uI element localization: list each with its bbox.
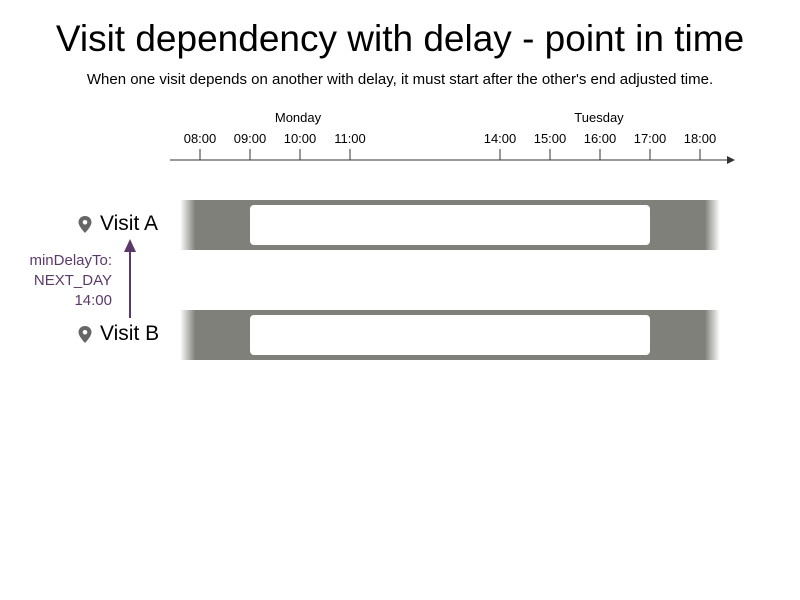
tick-label-0800: 08:00 xyxy=(184,131,217,146)
tick-label-1400: 14:00 xyxy=(484,131,517,146)
time-axis-arrowhead xyxy=(727,156,735,164)
tick-label-1100: 11:00 xyxy=(334,131,366,146)
tick-label-1700: 17:00 xyxy=(634,131,667,146)
dependency-label-line: minDelayTo: xyxy=(29,252,112,269)
page-title: Visit dependency with delay - point in t… xyxy=(55,18,745,59)
visit-a-label: Visit A xyxy=(100,212,158,235)
tick-marks xyxy=(199,149,701,160)
dependency-label: minDelayTo: NEXT_DAY 14:00 xyxy=(29,251,112,311)
dependency-label-line: 14:00 xyxy=(74,292,112,309)
visit-a-time-window xyxy=(250,205,650,245)
tick-label-1000: 10:00 xyxy=(284,131,317,146)
tick-label-1500: 15:00 xyxy=(534,131,567,146)
dependency-label-line: NEXT_DAY xyxy=(33,272,112,289)
visit-b-time-window xyxy=(250,315,650,355)
location-pin-icon xyxy=(78,216,92,233)
day-label-tuesday: Tuesday xyxy=(574,110,624,125)
tick-label-0900: 09:00 xyxy=(234,131,267,146)
page-subtitle: When one visit depends on another with d… xyxy=(86,71,714,88)
location-pin-icon xyxy=(78,326,92,343)
dependency-arrowhead xyxy=(124,239,136,252)
visit-b-label: Visit B xyxy=(100,322,160,345)
tick-label-1800: 18:00 xyxy=(684,131,717,146)
tick-label-1600: 16:00 xyxy=(584,131,617,146)
day-label-monday: Monday xyxy=(275,110,322,125)
